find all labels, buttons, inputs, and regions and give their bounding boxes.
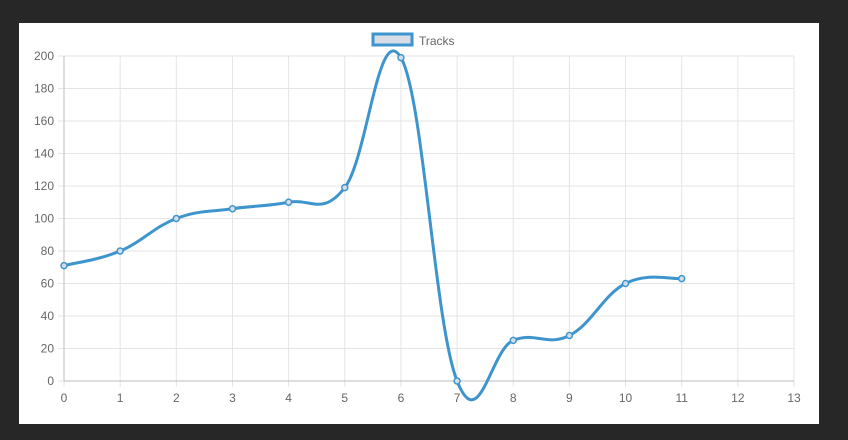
x-tick-label: 3 xyxy=(229,391,236,405)
legend[interactable]: Tracks xyxy=(371,32,455,48)
data-point[interactable] xyxy=(116,247,124,255)
legend-swatch[interactable] xyxy=(371,32,414,47)
x-tick-label: 13 xyxy=(787,391,801,405)
x-tick-label: 8 xyxy=(510,391,517,405)
data-point[interactable] xyxy=(453,377,461,385)
x-tick-label: 10 xyxy=(619,391,633,405)
y-tick-label: 160 xyxy=(34,114,54,128)
y-tick-label: 80 xyxy=(41,244,55,258)
x-tick-label: 11 xyxy=(675,391,688,405)
legend-label[interactable]: Tracks xyxy=(419,34,455,48)
data-point[interactable] xyxy=(172,214,181,223)
x-tick-label: 2 xyxy=(173,391,180,405)
data-point[interactable] xyxy=(397,53,405,62)
x-tick-label: 1 xyxy=(117,391,124,405)
y-tick-label: 200 xyxy=(34,49,54,63)
series-line xyxy=(62,49,684,402)
y-tick-label: 0 xyxy=(47,374,54,388)
data-point[interactable] xyxy=(565,331,574,340)
data-point[interactable] xyxy=(677,274,686,283)
data-point[interactable] xyxy=(621,279,630,288)
y-tick-label: 40 xyxy=(41,309,55,323)
data-point[interactable] xyxy=(228,205,237,213)
x-tick-labels: 0 1 2 3 4 5 6 7 8 9 10 11 12 13 xyxy=(61,391,801,405)
data-point[interactable] xyxy=(341,183,349,192)
x-tick-label: 0 xyxy=(61,391,68,405)
x-tick-label: 12 xyxy=(731,391,745,405)
y-tick-label: 20 xyxy=(41,342,55,356)
y-tick-label: 60 xyxy=(41,277,55,291)
x-tick-label: 9 xyxy=(566,391,573,405)
series-tracks xyxy=(60,49,686,402)
x-tick-label: 7 xyxy=(454,391,461,405)
y-tick-label: 180 xyxy=(34,82,54,96)
data-point[interactable] xyxy=(60,261,68,270)
axes xyxy=(58,55,795,387)
y-tick-label: 120 xyxy=(34,179,54,193)
x-tick-label: 5 xyxy=(341,391,348,405)
data-point[interactable] xyxy=(509,336,517,345)
chart-panel xyxy=(19,23,819,424)
x-tick-label: 4 xyxy=(285,391,292,405)
x-tick-label: 6 xyxy=(398,391,405,405)
y-tick-labels: 0 20 40 60 80 100 120 140 160 180 200 xyxy=(34,49,54,388)
y-tick-label: 140 xyxy=(34,147,54,161)
y-tick-label: 100 xyxy=(34,212,54,226)
data-point[interactable] xyxy=(284,198,293,206)
